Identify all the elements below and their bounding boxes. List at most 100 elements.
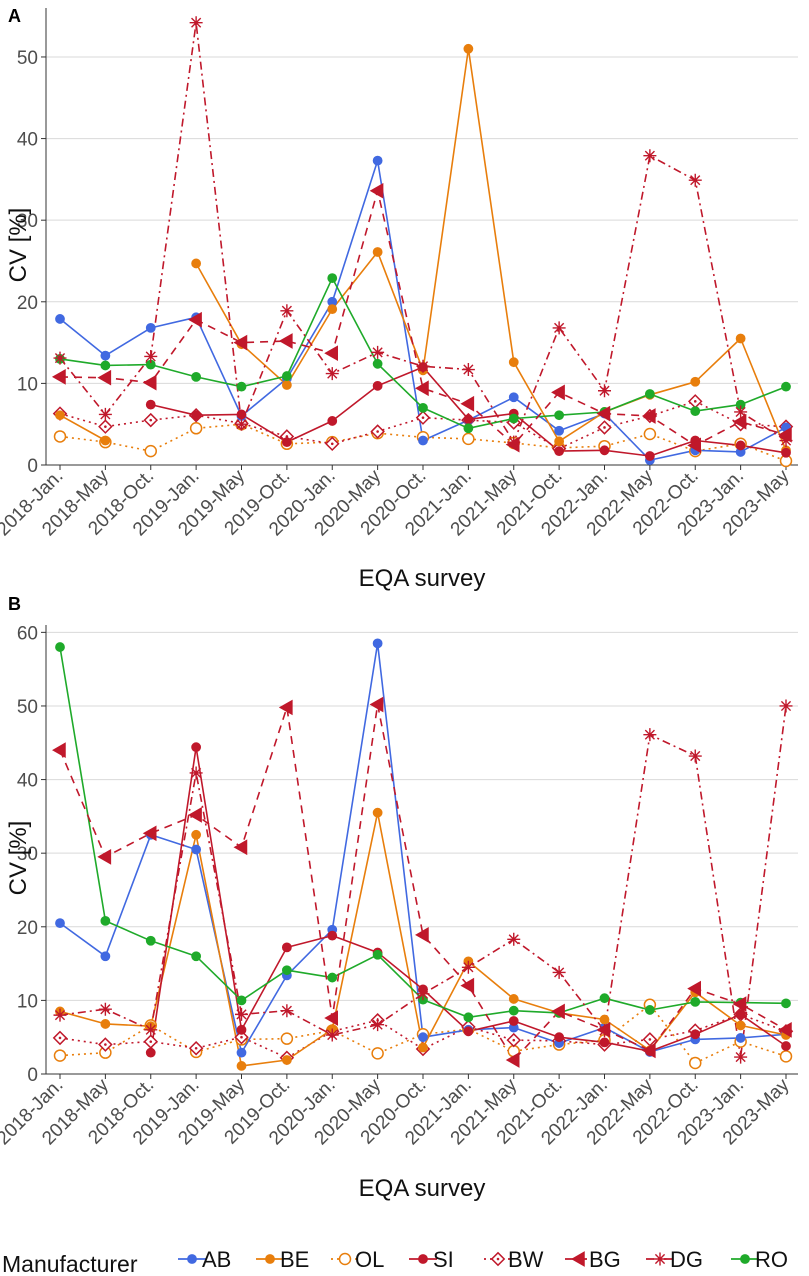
- data-point-BE: [463, 43, 474, 54]
- data-point-BG: [51, 369, 66, 385]
- panel-A: 010203040502018-Jan.2018-May2018-Oct.201…: [0, 6, 798, 592]
- data-point-BE: [418, 1042, 428, 1053]
- legend-item-AB: AB: [178, 1247, 231, 1272]
- data-point-DG: [416, 359, 430, 373]
- data-point-AB: [55, 918, 65, 929]
- data-point-RO: [554, 410, 565, 421]
- y-tick-label: 60: [17, 623, 38, 644]
- data-point-BG: [732, 413, 747, 430]
- data-point-SI: [463, 414, 474, 425]
- data-point-DG: [325, 1028, 339, 1042]
- y-tick-label: 40: [17, 130, 38, 151]
- data-point-BG: [233, 839, 248, 856]
- data-point-BE: [191, 829, 202, 840]
- data-point-SI: [327, 930, 338, 941]
- data-point-SI: [463, 1026, 474, 1037]
- y-tick-label: 0: [27, 456, 38, 477]
- legend: Manufacturer AB BE OL SI BW BG DG RO: [2, 1247, 788, 1276]
- data-point-BE: [508, 994, 519, 1004]
- data-point-BE: [55, 410, 65, 421]
- data-point-DG: [688, 173, 702, 187]
- data-point-BG: [369, 182, 384, 199]
- data-point-OL: [371, 1047, 384, 1060]
- data-point-BG: [97, 369, 112, 386]
- legend-label: RO: [755, 1247, 788, 1272]
- data-point-RO: [100, 915, 111, 926]
- series-markers-BG: [51, 182, 792, 454]
- data-point-RO: [281, 965, 292, 976]
- data-point-AB: [191, 844, 202, 855]
- data-point-DG: [280, 1004, 294, 1018]
- data-point-BG: [687, 980, 701, 997]
- data-point-BG: [414, 927, 429, 943]
- data-point-BG: [414, 380, 429, 397]
- data-point-BE: [100, 1019, 111, 1029]
- data-point-DG: [643, 149, 657, 163]
- data-point-AB: [187, 1254, 197, 1264]
- y-tick-label: 20: [17, 918, 38, 939]
- data-point-BG: [732, 996, 747, 1012]
- series-markers-DG: [53, 699, 793, 1064]
- data-point-SI: [327, 416, 338, 426]
- data-point-SI: [236, 1024, 247, 1035]
- data-point-AB: [554, 425, 565, 436]
- data-point-DG: [144, 349, 158, 363]
- data-point-SI: [145, 1047, 156, 1058]
- data-point-DG: [598, 384, 611, 398]
- data-point-BE: [554, 436, 565, 447]
- data-point-DG: [507, 932, 521, 946]
- data-point-DG: [461, 363, 475, 377]
- series-line-BG: [59, 190, 787, 447]
- data-point-DG: [643, 728, 657, 742]
- series-line-OL: [59, 1004, 787, 1064]
- data-point-RO: [690, 406, 701, 417]
- data-point-BG: [188, 311, 202, 328]
- series-markers-SI: [145, 362, 791, 461]
- data-point-RO: [644, 1005, 655, 1015]
- legend-item-SI: SI: [409, 1247, 454, 1272]
- legend-item-OL: OL: [331, 1247, 384, 1272]
- series-markers-BG: [51, 696, 792, 1068]
- data-point-RO: [372, 949, 383, 960]
- data-point-DG: [189, 16, 203, 30]
- data-point-AB: [100, 951, 111, 962]
- data-point-SI: [191, 410, 202, 421]
- data-point-BE: [735, 333, 746, 344]
- data-point-BG: [505, 1052, 520, 1068]
- legend-title: Manufacturer: [2, 1251, 138, 1276]
- data-point-DG: [507, 435, 521, 449]
- data-point-DG: [235, 417, 248, 431]
- data-point-SI: [781, 1041, 791, 1051]
- data-point-BE: [236, 1061, 247, 1071]
- series-line-SI: [150, 746, 787, 1053]
- data-point-RO: [781, 998, 791, 1009]
- series-markers-DG: [53, 16, 793, 449]
- data-point-DG: [416, 987, 430, 1001]
- panel-letter: A: [8, 6, 21, 26]
- data-point-RO: [236, 381, 247, 392]
- data-point-OL: [643, 427, 657, 441]
- data-point-DG: [653, 1252, 667, 1266]
- data-point-BE: [735, 1020, 746, 1031]
- data-point-BE: [327, 304, 338, 315]
- series-line-BE: [59, 48, 787, 451]
- series-DG: [59, 21, 787, 443]
- data-point-DG: [371, 345, 385, 359]
- legend-item-RO: RO: [731, 1247, 788, 1272]
- data-point-SI: [418, 1254, 428, 1264]
- data-point-DG: [734, 1050, 748, 1064]
- data-point-AB: [372, 638, 383, 649]
- data-point-RO: [740, 1254, 750, 1264]
- series-markers-SI: [145, 742, 791, 1058]
- data-point-DG: [779, 699, 793, 713]
- data-point-SI: [554, 1032, 565, 1043]
- data-point-BG: [188, 807, 202, 823]
- y-axis-title: CV [%]: [5, 208, 32, 283]
- data-point-DG: [688, 749, 702, 763]
- series-line-DG: [59, 21, 787, 443]
- data-point-OL: [462, 432, 475, 446]
- data-point-OL: [280, 1032, 294, 1045]
- data-point-RO: [327, 273, 338, 284]
- y-tick-label: 0: [27, 1065, 38, 1086]
- data-point-DG: [325, 367, 339, 381]
